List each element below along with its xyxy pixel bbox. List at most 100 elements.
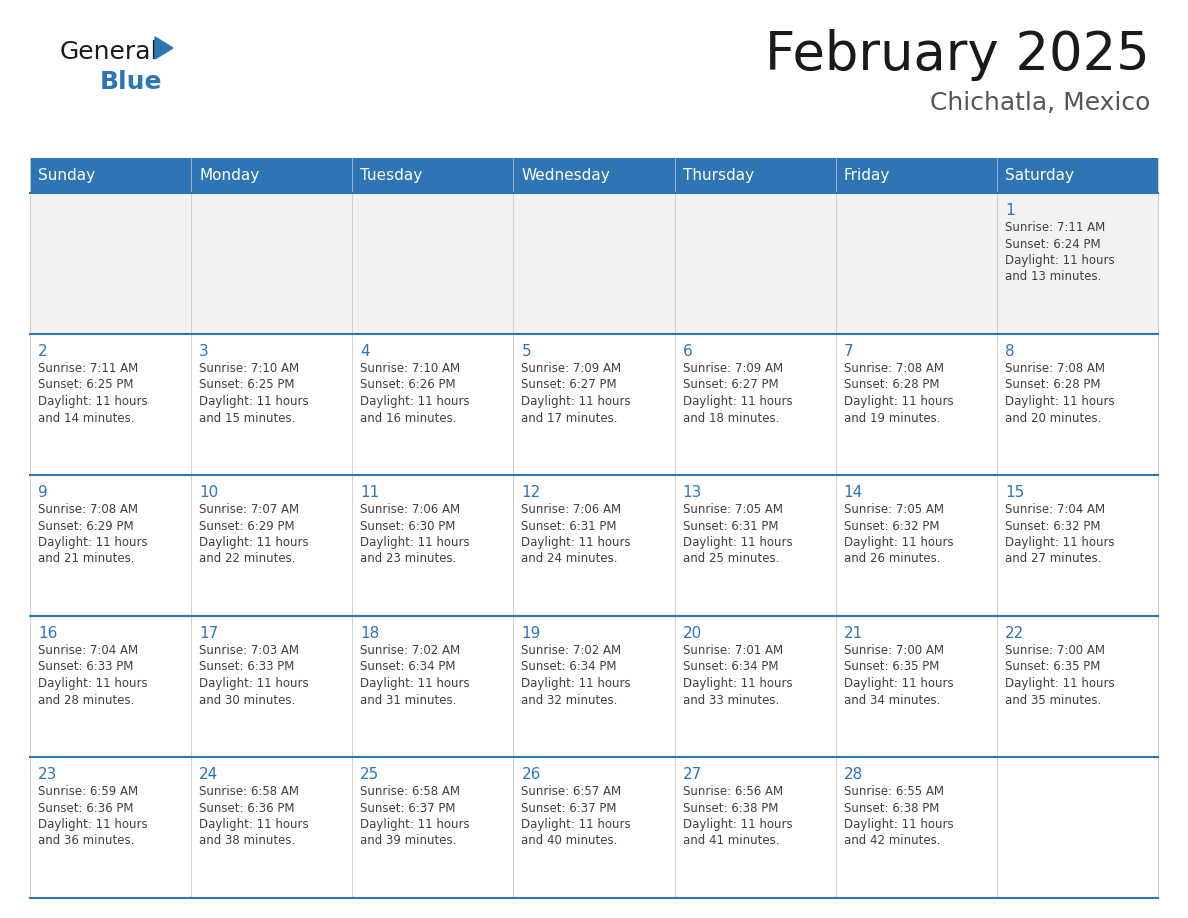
Text: and 31 minutes.: and 31 minutes. <box>360 693 456 707</box>
Text: 28: 28 <box>843 767 862 782</box>
Text: and 33 minutes.: and 33 minutes. <box>683 693 779 707</box>
Text: and 28 minutes.: and 28 minutes. <box>38 693 134 707</box>
Text: Sunset: 6:29 PM: Sunset: 6:29 PM <box>200 520 295 532</box>
Text: Sunday: Sunday <box>38 168 95 183</box>
Text: Sunset: 6:30 PM: Sunset: 6:30 PM <box>360 520 456 532</box>
Text: Daylight: 11 hours: Daylight: 11 hours <box>522 818 631 831</box>
Text: 5: 5 <box>522 344 531 359</box>
Text: Daylight: 11 hours: Daylight: 11 hours <box>360 395 470 408</box>
Text: Sunset: 6:27 PM: Sunset: 6:27 PM <box>522 378 617 391</box>
Bar <box>675 158 835 193</box>
Text: Sunrise: 7:05 AM: Sunrise: 7:05 AM <box>843 503 943 516</box>
Text: Sunset: 6:28 PM: Sunset: 6:28 PM <box>843 378 940 391</box>
Text: Daylight: 11 hours: Daylight: 11 hours <box>200 536 309 549</box>
Text: and 18 minutes.: and 18 minutes. <box>683 411 779 424</box>
Text: 24: 24 <box>200 767 219 782</box>
Text: 11: 11 <box>360 485 379 500</box>
Text: Sunset: 6:31 PM: Sunset: 6:31 PM <box>683 520 778 532</box>
Text: 17: 17 <box>200 626 219 641</box>
Text: Daylight: 11 hours: Daylight: 11 hours <box>522 677 631 690</box>
Text: 20: 20 <box>683 626 702 641</box>
Text: Sunset: 6:36 PM: Sunset: 6:36 PM <box>200 801 295 814</box>
Bar <box>353 158 513 193</box>
Text: Daylight: 11 hours: Daylight: 11 hours <box>38 677 147 690</box>
Text: and 40 minutes.: and 40 minutes. <box>522 834 618 847</box>
Text: and 25 minutes.: and 25 minutes. <box>683 553 779 565</box>
Text: Sunrise: 7:11 AM: Sunrise: 7:11 AM <box>38 362 138 375</box>
Text: Sunrise: 6:57 AM: Sunrise: 6:57 AM <box>522 785 621 798</box>
Text: Thursday: Thursday <box>683 168 753 183</box>
Text: Sunset: 6:25 PM: Sunset: 6:25 PM <box>38 378 133 391</box>
Text: Sunset: 6:37 PM: Sunset: 6:37 PM <box>522 801 617 814</box>
Text: Sunrise: 7:06 AM: Sunrise: 7:06 AM <box>360 503 461 516</box>
Text: and 27 minutes.: and 27 minutes. <box>1005 553 1101 565</box>
Text: Sunrise: 7:11 AM: Sunrise: 7:11 AM <box>1005 221 1105 234</box>
Text: Sunrise: 7:09 AM: Sunrise: 7:09 AM <box>683 362 783 375</box>
Text: Sunset: 6:34 PM: Sunset: 6:34 PM <box>360 660 456 674</box>
Text: Sunrise: 7:02 AM: Sunrise: 7:02 AM <box>360 644 461 657</box>
Text: Daylight: 11 hours: Daylight: 11 hours <box>360 536 470 549</box>
Text: Sunset: 6:36 PM: Sunset: 6:36 PM <box>38 801 133 814</box>
Text: Sunset: 6:37 PM: Sunset: 6:37 PM <box>360 801 456 814</box>
Text: and 20 minutes.: and 20 minutes. <box>1005 411 1101 424</box>
Text: 1: 1 <box>1005 203 1015 218</box>
Text: Sunset: 6:32 PM: Sunset: 6:32 PM <box>843 520 940 532</box>
Text: and 36 minutes.: and 36 minutes. <box>38 834 134 847</box>
Text: Sunset: 6:34 PM: Sunset: 6:34 PM <box>522 660 617 674</box>
Text: Sunset: 6:35 PM: Sunset: 6:35 PM <box>843 660 939 674</box>
Text: Daylight: 11 hours: Daylight: 11 hours <box>1005 677 1114 690</box>
Text: 21: 21 <box>843 626 862 641</box>
Text: 18: 18 <box>360 626 379 641</box>
Text: and 22 minutes.: and 22 minutes. <box>200 553 296 565</box>
Bar <box>30 193 1158 334</box>
Text: 19: 19 <box>522 626 541 641</box>
Text: 15: 15 <box>1005 485 1024 500</box>
Text: 3: 3 <box>200 344 209 359</box>
Text: Chichatla, Mexico: Chichatla, Mexico <box>930 91 1150 115</box>
Text: Sunset: 6:33 PM: Sunset: 6:33 PM <box>200 660 295 674</box>
Text: Sunrise: 7:00 AM: Sunrise: 7:00 AM <box>1005 644 1105 657</box>
Bar <box>30 757 1158 898</box>
Text: and 16 minutes.: and 16 minutes. <box>360 411 456 424</box>
Text: and 21 minutes.: and 21 minutes. <box>38 553 134 565</box>
Text: and 19 minutes.: and 19 minutes. <box>843 411 940 424</box>
Text: Daylight: 11 hours: Daylight: 11 hours <box>683 818 792 831</box>
Text: Sunrise: 7:04 AM: Sunrise: 7:04 AM <box>38 644 138 657</box>
Text: Sunset: 6:29 PM: Sunset: 6:29 PM <box>38 520 133 532</box>
Text: Saturday: Saturday <box>1005 168 1074 183</box>
Text: Sunrise: 7:10 AM: Sunrise: 7:10 AM <box>200 362 299 375</box>
Text: Daylight: 11 hours: Daylight: 11 hours <box>683 677 792 690</box>
Text: Tuesday: Tuesday <box>360 168 423 183</box>
Text: Sunset: 6:32 PM: Sunset: 6:32 PM <box>1005 520 1100 532</box>
Text: and 42 minutes.: and 42 minutes. <box>843 834 940 847</box>
Text: Daylight: 11 hours: Daylight: 11 hours <box>38 536 147 549</box>
Bar <box>30 334 1158 475</box>
Text: and 30 minutes.: and 30 minutes. <box>200 693 296 707</box>
Text: Sunrise: 7:08 AM: Sunrise: 7:08 AM <box>843 362 943 375</box>
Polygon shape <box>154 37 173 59</box>
Text: Sunset: 6:33 PM: Sunset: 6:33 PM <box>38 660 133 674</box>
Text: Daylight: 11 hours: Daylight: 11 hours <box>200 395 309 408</box>
Text: Daylight: 11 hours: Daylight: 11 hours <box>200 677 309 690</box>
Text: Sunset: 6:24 PM: Sunset: 6:24 PM <box>1005 238 1100 251</box>
Text: Sunset: 6:31 PM: Sunset: 6:31 PM <box>522 520 617 532</box>
Text: Sunrise: 6:58 AM: Sunrise: 6:58 AM <box>360 785 460 798</box>
Text: Daylight: 11 hours: Daylight: 11 hours <box>683 536 792 549</box>
Text: and 39 minutes.: and 39 minutes. <box>360 834 456 847</box>
Text: 10: 10 <box>200 485 219 500</box>
Text: Sunrise: 7:08 AM: Sunrise: 7:08 AM <box>38 503 138 516</box>
Text: Sunset: 6:34 PM: Sunset: 6:34 PM <box>683 660 778 674</box>
Bar <box>997 158 1158 193</box>
Bar <box>191 158 353 193</box>
Text: 7: 7 <box>843 344 853 359</box>
Text: Daylight: 11 hours: Daylight: 11 hours <box>522 395 631 408</box>
Text: Friday: Friday <box>843 168 890 183</box>
Bar <box>835 158 997 193</box>
Text: and 35 minutes.: and 35 minutes. <box>1005 693 1101 707</box>
Text: Daylight: 11 hours: Daylight: 11 hours <box>843 818 953 831</box>
Text: General: General <box>61 40 158 64</box>
Text: 16: 16 <box>38 626 57 641</box>
Text: February 2025: February 2025 <box>765 29 1150 81</box>
Text: Daylight: 11 hours: Daylight: 11 hours <box>38 818 147 831</box>
Text: Sunrise: 7:09 AM: Sunrise: 7:09 AM <box>522 362 621 375</box>
